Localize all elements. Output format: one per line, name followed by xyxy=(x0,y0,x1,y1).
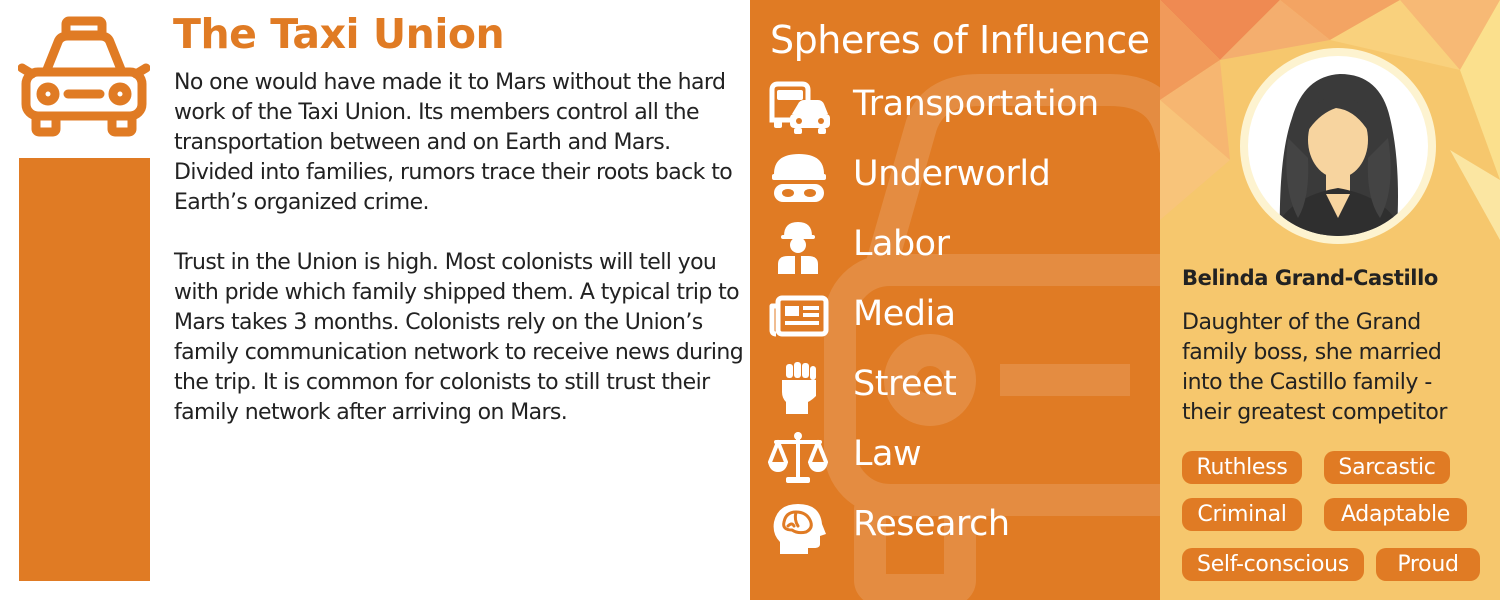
trait-badge: Criminal xyxy=(1182,498,1302,531)
newspaper-icon xyxy=(769,295,829,337)
sphere-media: Media xyxy=(750,290,1160,346)
brain-head-icon xyxy=(773,504,826,554)
sphere-transportation: Transportation xyxy=(750,80,1160,136)
faction-description: No one would have made it to Mars withou… xyxy=(174,68,744,458)
taxi-watermark-icon xyxy=(824,74,1160,600)
trait-badge: Proud xyxy=(1376,548,1480,581)
trait-badge: Sarcastic xyxy=(1324,451,1450,484)
paragraph-2: Trust in the Union is high. Most colonis… xyxy=(174,250,744,425)
sphere-underworld: Underworld xyxy=(750,150,1160,206)
character-panel: Belinda Grand-Castillo Daughter of the G… xyxy=(1160,0,1500,600)
trait-badge: Self-conscious xyxy=(1182,548,1364,581)
accent-bar xyxy=(19,158,150,581)
sphere-label: Labor xyxy=(853,224,950,264)
faction-title: The Taxi Union xyxy=(173,10,505,58)
character-name: Belinda Grand-Castillo xyxy=(1182,266,1438,290)
spheres-panel: Spheres of Influence Transportation xyxy=(750,0,1160,600)
sphere-law: Law xyxy=(750,430,1160,486)
character-description: Daughter of the Grand family boss, she m… xyxy=(1182,310,1447,425)
construction-worker-icon xyxy=(778,222,818,274)
paragraph-1: No one would have made it to Mars withou… xyxy=(174,70,733,215)
sphere-label: Research xyxy=(853,504,1010,544)
taxi-icon xyxy=(18,16,150,137)
avatar xyxy=(1240,48,1436,244)
bus-car-icon xyxy=(769,81,830,134)
sphere-label: Media xyxy=(853,294,956,334)
sphere-label: Law xyxy=(853,434,922,474)
polygon-background xyxy=(1160,0,1500,240)
spheres-title: Spheres of Influence xyxy=(770,18,1150,62)
sphere-label: Street xyxy=(853,364,957,404)
masked-bandit-icon xyxy=(772,154,826,202)
sphere-label: Underworld xyxy=(853,154,1051,194)
sphere-research: Research xyxy=(750,500,1160,556)
trait-badge: Adaptable xyxy=(1324,498,1467,531)
sphere-label: Transportation xyxy=(853,84,1099,124)
scales-icon xyxy=(768,432,828,483)
trait-badge: Ruthless xyxy=(1182,451,1302,484)
sphere-street: Street xyxy=(750,360,1160,416)
faction-panel: The Taxi Union No one would have made it… xyxy=(18,10,744,581)
sphere-labor: Labor xyxy=(750,220,1160,276)
raised-fist-icon xyxy=(782,362,816,414)
